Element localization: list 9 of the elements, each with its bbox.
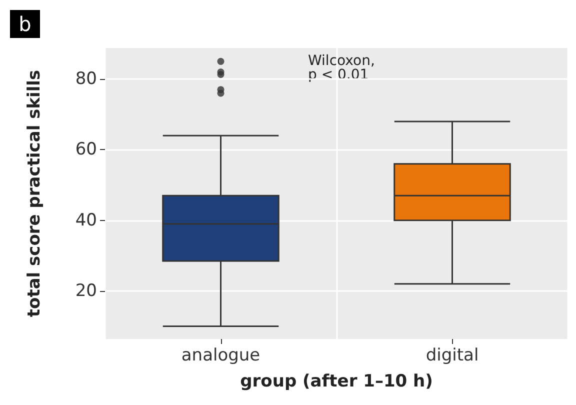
y-tick-label: 80 — [75, 69, 97, 90]
y-axis-title: total score practical skills — [24, 70, 44, 318]
x-tick-label: analogue — [181, 346, 260, 366]
y-tick-label: 40 — [75, 210, 97, 230]
x-axis-title: group (after 1–10 h) — [240, 372, 433, 392]
y-tick-label: 20 — [75, 280, 97, 301]
text: b — [18, 12, 32, 36]
y-tick-label: 60 — [75, 140, 97, 160]
x-tick-label: digital — [426, 346, 479, 366]
